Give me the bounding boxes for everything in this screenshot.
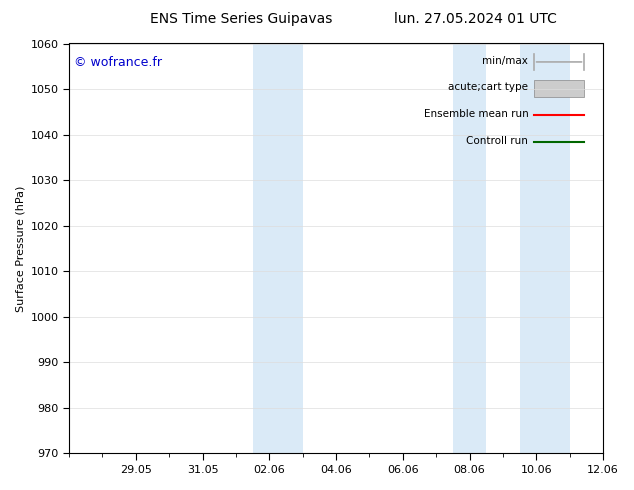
- Text: acute;cart type: acute;cart type: [448, 82, 528, 93]
- Text: lun. 27.05.2024 01 UTC: lun. 27.05.2024 01 UTC: [394, 12, 557, 26]
- Bar: [520, 44, 570, 453]
- Bar: [453, 44, 486, 453]
- Bar: [253, 44, 302, 453]
- Text: min/max: min/max: [482, 56, 528, 66]
- Y-axis label: Surface Pressure (hPa): Surface Pressure (hPa): [15, 185, 25, 312]
- Text: Ensemble mean run: Ensemble mean run: [424, 109, 528, 119]
- Bar: [534, 80, 585, 97]
- Text: © wofrance.fr: © wofrance.fr: [74, 56, 162, 69]
- Text: ENS Time Series Guipavas: ENS Time Series Guipavas: [150, 12, 332, 26]
- Text: Controll run: Controll run: [467, 136, 528, 146]
